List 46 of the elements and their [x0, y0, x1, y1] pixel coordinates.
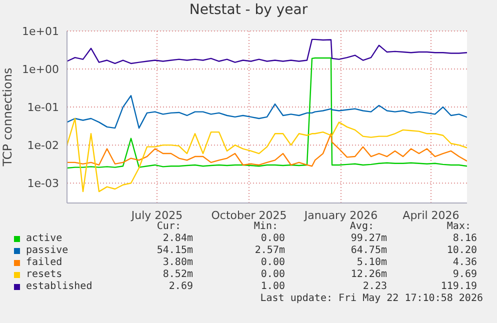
- legend-label: active: [26, 233, 62, 244]
- x-tick-label: July 2025: [130, 208, 183, 222]
- x-tick-label: January 2026: [303, 208, 378, 222]
- legend-label: passive: [26, 245, 68, 256]
- chart-title: Netstat - by year: [188, 2, 309, 18]
- y-tick-label: 1e+01: [22, 24, 59, 38]
- line-series: [67, 57, 467, 169]
- text: 119.19: [440, 281, 477, 292]
- text: 5.10m: [356, 257, 387, 268]
- text: 3.80m: [162, 257, 193, 268]
- line-series: [67, 118, 467, 192]
- text: 64.75m: [350, 245, 387, 256]
- text: 10.20: [446, 245, 477, 256]
- text: 99.27m: [350, 233, 387, 244]
- text: 0.00: [260, 233, 285, 244]
- y-tick-label: 1e-03: [27, 177, 59, 190]
- line-series: [67, 38, 467, 64]
- text: 2.23: [362, 281, 387, 292]
- y-tick-label: 1e-02: [27, 138, 59, 152]
- text: 2.57m: [254, 245, 285, 256]
- x-tick-label: October 2025: [211, 208, 287, 222]
- y-tick-label: 1e+00: [22, 62, 59, 76]
- text: Max:: [446, 221, 471, 232]
- legend-label: failed: [26, 257, 62, 268]
- y-axis-title: TCP connections: [0, 68, 14, 168]
- text: Last update: Fri May 22 17:10:58 2026: [260, 293, 483, 304]
- text: 12.26m: [350, 269, 387, 280]
- text: Avg:: [350, 221, 374, 232]
- text: Min:: [254, 221, 278, 232]
- text: 54.15m: [156, 245, 193, 256]
- text: 0.00: [260, 269, 285, 280]
- legend-label: established: [26, 281, 92, 292]
- text: 2.69: [168, 281, 193, 292]
- legend-label: resets: [26, 269, 62, 280]
- y-tick-label: 1e-01: [27, 100, 59, 114]
- text: 8.52m: [162, 269, 193, 280]
- text: 9.69: [452, 269, 477, 280]
- text: 0.00: [260, 257, 285, 268]
- x-tick-label: April 2026: [402, 208, 460, 222]
- line-series: [67, 133, 467, 167]
- text: 8.16: [452, 233, 477, 244]
- text: 1.00: [260, 281, 285, 292]
- text: 4.36: [452, 257, 477, 268]
- text: 2.84m: [162, 233, 193, 244]
- line-series: [67, 95, 467, 129]
- text: Cur:: [156, 221, 181, 232]
